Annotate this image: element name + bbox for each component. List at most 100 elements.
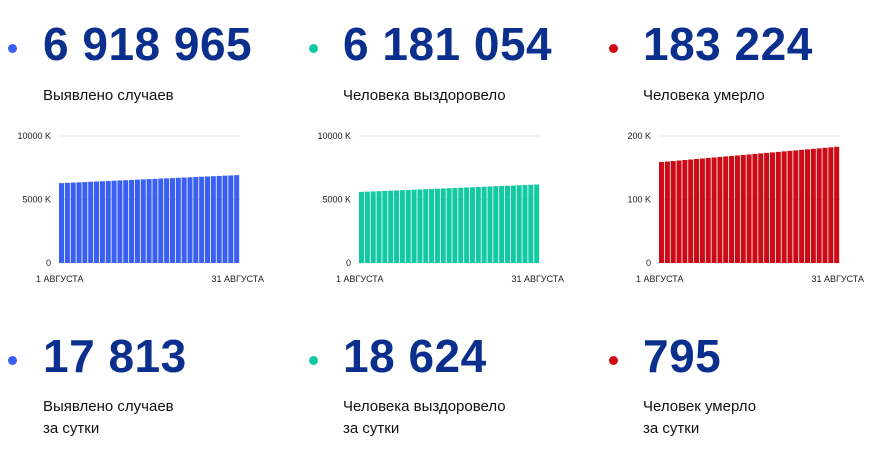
deaths-bar [810, 148, 816, 263]
recovered-bar [504, 185, 511, 263]
cases-x-end-label: 31 АВГУСТА [211, 274, 264, 284]
deaths-bar [793, 150, 799, 263]
deaths-bar [682, 160, 688, 263]
recovered-bar [434, 188, 440, 263]
recovered-bar [417, 189, 423, 263]
deaths-bar [676, 160, 682, 263]
recovered-bar [528, 184, 534, 263]
deaths-bar [799, 149, 805, 263]
deaths-bar [775, 151, 781, 264]
deaths-bar [705, 157, 711, 263]
recovered-bar [364, 191, 370, 263]
recovered-bar [399, 190, 405, 263]
daily-cases-label: Выявлено случаев за сутки [43, 396, 174, 440]
deaths-bar [822, 147, 828, 263]
deaths-bar [664, 161, 670, 263]
deaths-bar [746, 154, 752, 263]
cases-y-tick-label: 5000 K [22, 195, 51, 205]
cases-bar [158, 178, 164, 263]
recovered-bar [464, 187, 470, 263]
recovered-bar [522, 184, 528, 263]
recovered-chart: 0 5000 K 10000 K 1 АВГУСТА 31 АВГУСТА [317, 131, 564, 284]
deaths-x-end-label: 31 АВГУСТА [811, 274, 864, 284]
recovered-x-end-label: 31 АВГУСТА [511, 274, 564, 284]
cases-bar [193, 176, 199, 263]
cases-bar [123, 180, 129, 263]
deaths-dot-icon [609, 44, 618, 53]
total-deaths-value: 183 224 [643, 18, 813, 70]
cases-bar [76, 182, 82, 263]
recovered-bar [458, 187, 464, 263]
deaths-bar [699, 158, 705, 263]
cases-bar [117, 180, 123, 263]
recovered-bar [516, 185, 522, 263]
recovered-bar [394, 190, 400, 263]
cases-bar [204, 176, 211, 263]
recovered-bar [452, 187, 458, 263]
daily-cases-dot-icon [8, 356, 17, 365]
recovered-y-tick-label: 5000 K [322, 195, 351, 205]
deaths-bar [758, 153, 764, 263]
cases-bar [169, 178, 175, 263]
recovered-bar [446, 188, 452, 263]
deaths-bar [834, 146, 840, 263]
deaths-bar [769, 152, 775, 263]
daily-deaths-label: Человек умерло за сутки [643, 396, 756, 440]
cases-bar [88, 181, 94, 263]
recovered-bar [388, 190, 394, 263]
deaths-bar [723, 156, 729, 263]
daily-deaths-label-line1: Человек умерло [643, 398, 757, 415]
cases-bar [234, 175, 240, 263]
deaths-bar [787, 150, 793, 263]
deaths-bar [688, 159, 694, 263]
cases-bar [152, 178, 158, 263]
deaths-chart: 0 100 K 200 K 1 АВГУСТА 31 АВГУСТА [627, 131, 864, 284]
daily-cases-label-line1: Выявлено случаев [43, 398, 174, 415]
recovered-y-tick-label: 0 [346, 258, 351, 268]
recovered-bar [429, 188, 435, 263]
total-cases-label: Выявлено случаев [43, 87, 174, 104]
recovered-bar [370, 191, 376, 263]
cases-bar [222, 175, 228, 263]
deaths-bar [729, 155, 735, 263]
total-recovered-label: Человека выздоровело [343, 87, 506, 104]
cases-chart: 0 5000 K 10000 K 1 АВГУСТА 31 АВГУСТА [17, 131, 264, 284]
daily-recovered-dot-icon [309, 356, 318, 365]
deaths-bar [694, 158, 700, 263]
total-cases-value: 6 918 965 [43, 18, 253, 70]
cases-bar [228, 175, 234, 263]
recovered-bar [469, 187, 475, 263]
deaths-bar [781, 151, 787, 263]
cases-bar [105, 180, 111, 263]
recovered-bar [481, 186, 487, 263]
daily-cases-value: 17 813 [43, 330, 187, 382]
daily-cases-label-line2: за сутки [43, 420, 100, 437]
cases-bar [129, 179, 135, 263]
cases-bar [187, 177, 193, 263]
recovered-bar [487, 186, 493, 263]
recovered-bar [510, 185, 516, 263]
recovered-bar [405, 189, 411, 263]
deaths-bar [752, 153, 758, 263]
deaths-bar [816, 148, 822, 263]
cases-bar [59, 183, 65, 263]
cases-dot-icon [8, 44, 17, 53]
recovered-y-tick-label: 10000 K [317, 131, 351, 141]
recovered-bar [359, 191, 365, 263]
cases-bar [164, 178, 170, 263]
total-recovered-value: 6 181 054 [343, 18, 553, 70]
recovered-bar [423, 189, 429, 263]
recovered-bar [411, 189, 417, 263]
cases-bar [175, 177, 181, 263]
daily-deaths-label-line2: за сутки [643, 420, 700, 437]
deaths-bar [734, 155, 740, 263]
deaths-bar [740, 154, 746, 263]
cases-bar [210, 176, 216, 263]
recovered-bar [499, 185, 505, 263]
deaths-bar [804, 149, 811, 263]
cases-bar [94, 181, 100, 263]
cases-y-tick-label: 10000 K [17, 131, 51, 141]
deaths-y-tick-label: 0 [646, 258, 651, 268]
recovered-dot-icon [309, 44, 318, 53]
deaths-bar [828, 147, 834, 263]
